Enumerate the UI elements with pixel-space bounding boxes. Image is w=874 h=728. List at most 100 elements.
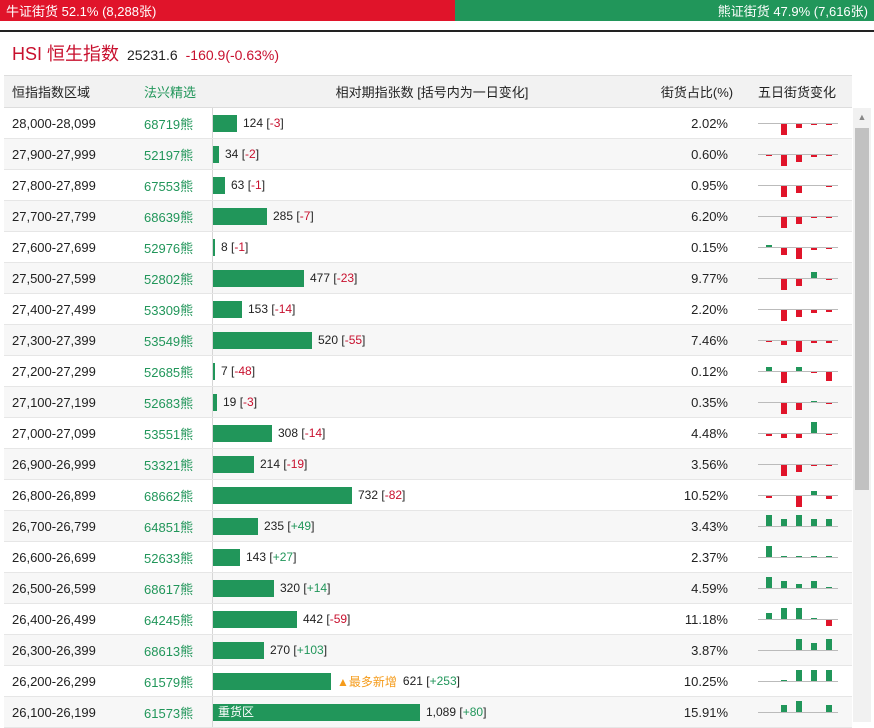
count-text: 477 [-23]: [310, 271, 357, 285]
warrant-table: 恒指指数区域 法兴精选 相对期指张数 [括号内为一日变化] 街货占比(%) 五日…: [4, 75, 852, 728]
mini-chart-bar: [796, 556, 802, 557]
pick-link[interactable]: 52685熊: [144, 364, 194, 380]
table-row[interactable]: 26,300-26,399 68613熊 270 [+103] 3.87%: [4, 635, 852, 666]
count-bar: [213, 579, 274, 597]
bracket-close: ]: [310, 209, 314, 223]
table-row[interactable]: 27,500-27,599 52802熊 477 [-23] 9.77%: [4, 263, 852, 294]
five-day-chart-cell: [742, 697, 852, 727]
mini-chart-bar: [796, 310, 802, 317]
pick-link[interactable]: 64245熊: [144, 612, 194, 628]
mini-chart-bar: [781, 310, 787, 321]
bracket-close: ]: [245, 240, 249, 254]
pick-link[interactable]: 52976熊: [144, 240, 194, 256]
five-day-chart-cell: [742, 139, 852, 169]
table-row[interactable]: 27,700-27,799 68639熊 285 [-7] 6.20%: [4, 201, 852, 232]
mini-chart-bar: [796, 670, 802, 681]
table-row[interactable]: 27,100-27,199 52683熊 19 [-3] 0.35%: [4, 387, 852, 418]
table-row[interactable]: 26,400-26,499 64245熊 442 [-59] 11.18%: [4, 604, 852, 635]
mini-chart-bar: [796, 403, 802, 410]
bracket-open: [: [298, 426, 305, 440]
table-row[interactable]: 28,000-28,099 68719熊 124 [-3] 2.02%: [4, 108, 852, 139]
table-row[interactable]: 27,600-27,699 52976熊 8 [-1] 0.15%: [4, 232, 852, 263]
pick-link[interactable]: 53549熊: [144, 333, 194, 349]
scroll-up-arrow-icon[interactable]: ▲: [857, 112, 867, 122]
vertical-scrollbar[interactable]: ▲: [853, 108, 871, 722]
count-bar-cell: 285 [-7]: [212, 201, 652, 231]
pick-link[interactable]: 68662熊: [144, 488, 194, 504]
mini-chart-axis: [758, 309, 838, 310]
mini-chart-bar: [796, 608, 802, 619]
index-name[interactable]: HSI 恒生指数: [12, 44, 120, 64]
pick-link[interactable]: 52633熊: [144, 550, 194, 566]
count-bar: [213, 362, 215, 380]
table-row[interactable]: 26,200-26,299 61579熊 ▲最多新增 621 [+253] 10.25%: [4, 666, 852, 697]
range-cell: 26,900-26,999: [12, 456, 96, 472]
bracket-open: [: [284, 519, 291, 533]
table-row[interactable]: 26,900-26,999 53321熊 214 [-19] 3.56%: [4, 449, 852, 480]
bracket-close: ]: [327, 581, 331, 595]
five-day-chart-cell: [742, 449, 852, 479]
bracket-close: ]: [253, 395, 258, 409]
range-cell: 27,700-27,799: [12, 208, 96, 224]
mini-chart-bar: [826, 465, 832, 466]
range-cell: 26,400-26,499: [12, 611, 96, 627]
heavy-zone-label: 重货区: [218, 704, 255, 719]
pick-link[interactable]: 61573熊: [144, 705, 194, 721]
table-row[interactable]: 27,900-27,999 52197熊 34 [-2] 0.60%: [4, 139, 852, 170]
pick-link[interactable]: 52197熊: [144, 147, 194, 163]
table-row[interactable]: 27,300-27,399 53549熊 520 [-55] 7.46%: [4, 325, 852, 356]
count-bar: [213, 238, 215, 256]
five-day-chart-cell: [742, 356, 852, 386]
ratio-cell: 0.60%: [691, 146, 728, 162]
mini-chart-bar: [796, 367, 802, 371]
count-value: 270: [270, 643, 291, 657]
pick-link[interactable]: 52683熊: [144, 395, 194, 411]
count-value: 235: [264, 519, 285, 533]
table-row[interactable]: 26,600-26,699 52633熊 143 [+27] 2.37%: [4, 542, 852, 573]
mini-chart-bar: [826, 670, 832, 681]
bracket-close: ]: [255, 147, 260, 161]
pick-link[interactable]: 68719熊: [144, 116, 194, 132]
pick-link[interactable]: 64851熊: [144, 519, 194, 535]
count-text: 1,089 [+80]: [426, 705, 486, 719]
table-row[interactable]: 26,700-26,799 64851熊 235 [+49] 3.43%: [4, 511, 852, 542]
mini-chart-axis: [758, 526, 838, 527]
table-row[interactable]: 26,500-26,599 68617熊 320 [+14] 4.59%: [4, 573, 852, 604]
ratio-cell: 3.87%: [691, 642, 728, 658]
pick-link[interactable]: 53321熊: [144, 457, 194, 473]
count-value: 8: [221, 240, 228, 254]
range-cell: 26,100-26,199: [12, 704, 96, 720]
table-row[interactable]: 26,800-26,899 68662熊 732 [-82] 10.52%: [4, 480, 852, 511]
table-row[interactable]: 27,000-27,099 53551熊 308 [-14] 4.48%: [4, 418, 852, 449]
table-row[interactable]: 27,200-27,299 52685熊 7 [-48] 0.12%: [4, 356, 852, 387]
bracket-close: ]: [323, 643, 328, 657]
count-bar-cell: 320 [+14]: [212, 573, 652, 603]
ratio-cell: 2.02%: [691, 115, 728, 131]
pick-link[interactable]: 68617熊: [144, 581, 194, 597]
pick-link[interactable]: 68639熊: [144, 209, 194, 225]
mini-chart-bar: [826, 341, 832, 343]
mini-chart-bar: [781, 248, 787, 255]
pick-link[interactable]: 53309熊: [144, 302, 194, 318]
daily-change: -1: [251, 178, 262, 192]
count-bar: [213, 331, 312, 349]
count-bar-cell: 63 [-1]: [212, 170, 652, 200]
pick-link[interactable]: 67553熊: [144, 178, 194, 194]
pick-link[interactable]: 68613熊: [144, 643, 194, 659]
pick-link[interactable]: 52802熊: [144, 271, 194, 287]
table-row[interactable]: 27,400-27,499 53309熊 153 [-14] 2.20%: [4, 294, 852, 325]
count-bar-cell: 270 [+103]: [212, 635, 652, 665]
scroll-thumb[interactable]: [855, 128, 869, 490]
count-bar: [213, 114, 237, 132]
daily-change: -3: [269, 116, 281, 130]
pick-link[interactable]: 61579熊: [144, 674, 194, 690]
table-row[interactable]: 27,800-27,899 67553熊 63 [-1] 0.95%: [4, 170, 852, 201]
mini-chart-bar: [796, 639, 802, 650]
table-row[interactable]: 26,100-26,199 61573熊 重货区 1,089 [+80] 15.91%: [4, 697, 852, 728]
mini-chart-bar: [826, 310, 832, 312]
mini-chart-bar: [811, 124, 817, 125]
header-divider: [0, 30, 874, 32]
pick-link[interactable]: 53551熊: [144, 426, 194, 442]
five-day-mini-chart: [758, 701, 838, 723]
mini-chart-bar: [826, 434, 832, 435]
